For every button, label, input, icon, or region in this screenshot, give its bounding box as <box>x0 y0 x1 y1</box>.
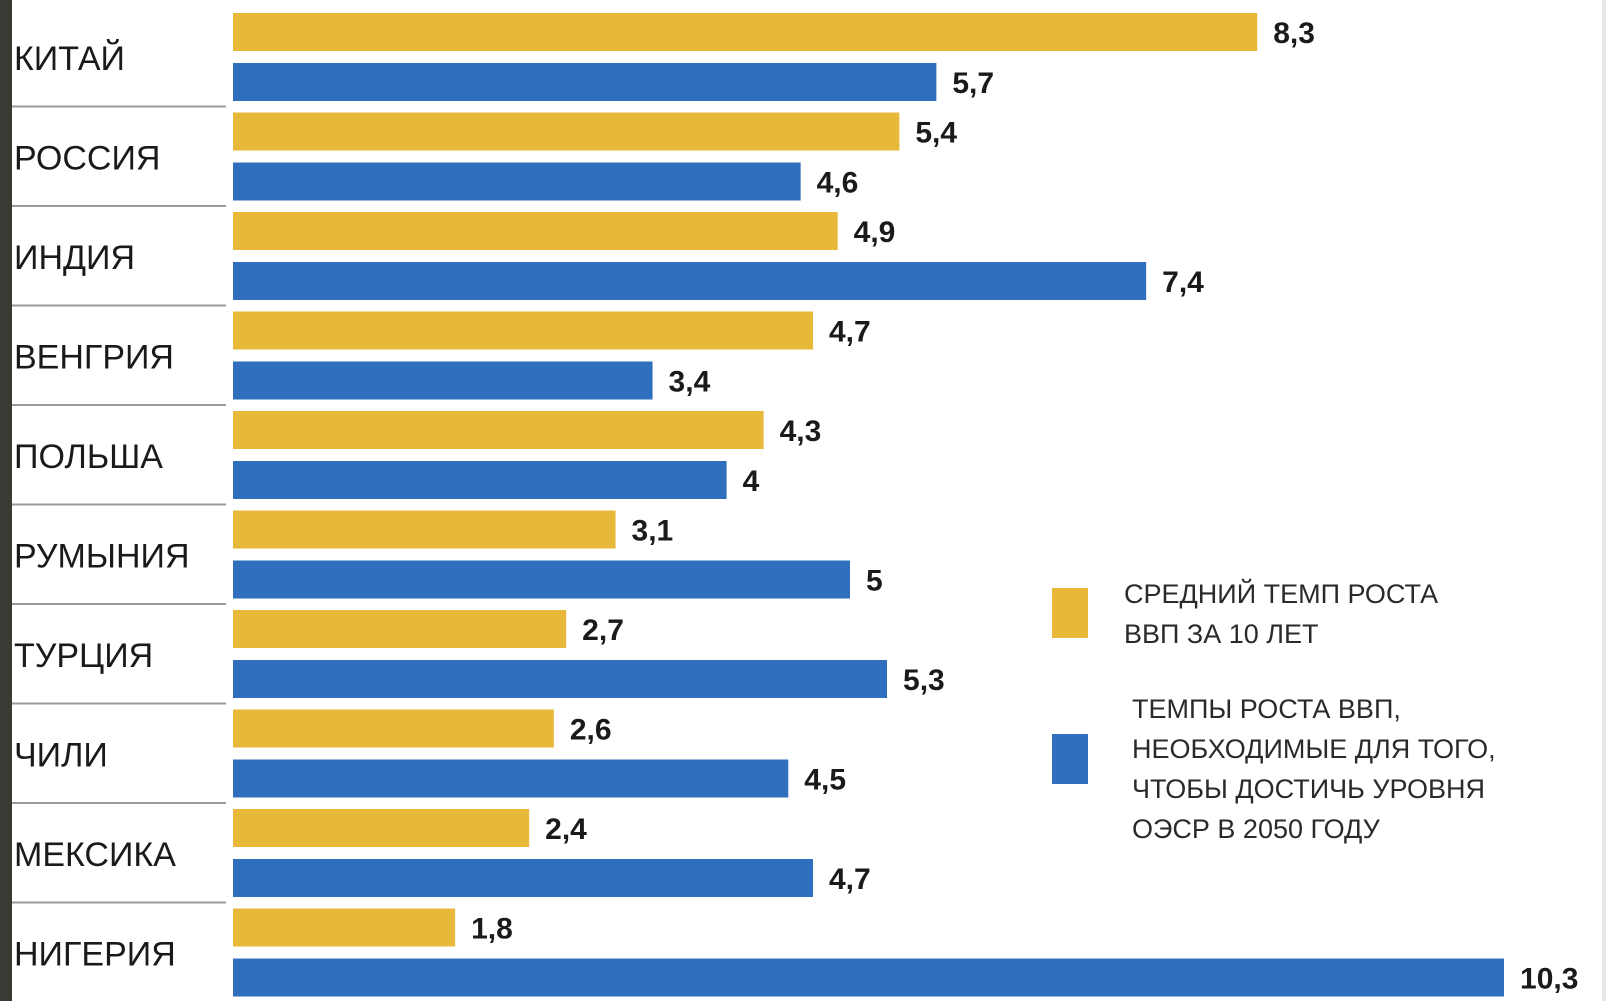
bar-required-growth <box>233 361 653 400</box>
legend-label-required-growth: ЧТОБЫ ДОСТИЧЬ УРОВНЯ <box>1132 774 1485 804</box>
bar-required-growth <box>233 759 789 798</box>
bar-avg-growth <box>233 112 900 151</box>
bar-required-growth <box>233 461 727 499</box>
value-label-required-growth: 4 <box>743 465 760 498</box>
category-label: РУМЫНИЯ <box>14 538 190 576</box>
value-label-required-growth: 4,6 <box>817 167 859 200</box>
legend-label-required-growth: НЕОБХОДИМЫЕ ДЛЯ ТОГО, <box>1132 734 1496 764</box>
value-label-avg-growth: 1,8 <box>471 913 513 946</box>
bar-required-growth <box>233 560 850 599</box>
bar-avg-growth <box>233 311 813 350</box>
category-label: ТУРЦИЯ <box>14 637 153 675</box>
value-label-required-growth: 3,4 <box>669 366 711 399</box>
bar-required-growth <box>233 859 813 897</box>
category-label: КИТАЙ <box>14 40 125 78</box>
value-label-required-growth: 5,3 <box>903 664 945 697</box>
category-label: ПОЛЬША <box>14 438 163 476</box>
value-label-avg-growth: 2,6 <box>570 714 612 747</box>
value-label-required-growth: 4,5 <box>804 764 846 797</box>
value-label-avg-growth: 3,1 <box>632 515 674 548</box>
legend-swatch-required-growth <box>1052 734 1088 784</box>
value-label-avg-growth: 4,3 <box>780 415 822 448</box>
value-label-required-growth: 5 <box>866 565 883 598</box>
bar-avg-growth <box>233 908 456 947</box>
bar-required-growth <box>233 660 888 698</box>
right-edge-strip <box>1602 0 1606 1001</box>
category-label: НИГЕРИЯ <box>14 936 176 974</box>
legend-label-avg-growth: СРЕДНИЙ ТЕМП РОСТА <box>1124 578 1438 609</box>
value-label-avg-growth: 2,7 <box>582 614 624 647</box>
category-label: МЕКСИКА <box>14 836 176 874</box>
bar-avg-growth <box>233 212 838 250</box>
value-label-avg-growth: 8,3 <box>1273 17 1315 50</box>
bar-required-growth <box>233 958 1505 997</box>
category-label: ЧИЛИ <box>14 737 108 775</box>
value-label-avg-growth: 5,4 <box>915 117 957 150</box>
left-edge-strip <box>0 0 12 1001</box>
bar-avg-growth <box>233 510 616 549</box>
bar-avg-growth <box>233 411 764 449</box>
bar-required-growth <box>233 162 801 201</box>
value-label-avg-growth: 4,9 <box>854 216 896 249</box>
legend-label-required-growth: ТЕМПЫ РОСТА ВВП, <box>1132 694 1401 724</box>
legend-swatch-avg-growth <box>1052 588 1088 638</box>
value-label-required-growth: 5,7 <box>952 67 994 100</box>
value-label-avg-growth: 2,4 <box>545 813 587 846</box>
value-label-required-growth: 4,7 <box>829 863 871 896</box>
bar-required-growth <box>233 262 1147 300</box>
legend-label-required-growth: ОЭСР В 2050 ГОДУ <box>1132 814 1381 844</box>
bar-avg-growth <box>233 809 530 847</box>
bar-avg-growth <box>233 610 567 648</box>
category-label: РОССИЯ <box>14 140 160 178</box>
category-label: ИНДИЯ <box>14 239 135 277</box>
bar-avg-growth <box>233 709 554 748</box>
bar-required-growth <box>233 63 937 101</box>
legend-label-avg-growth: ВВП ЗА 10 ЛЕТ <box>1124 619 1319 649</box>
value-label-required-growth: 10,3 <box>1520 963 1578 996</box>
bar-avg-growth <box>233 13 1258 51</box>
value-label-avg-growth: 4,7 <box>829 316 871 349</box>
value-label-required-growth: 7,4 <box>1162 266 1204 299</box>
category-label: ВЕНГРИЯ <box>14 339 174 377</box>
